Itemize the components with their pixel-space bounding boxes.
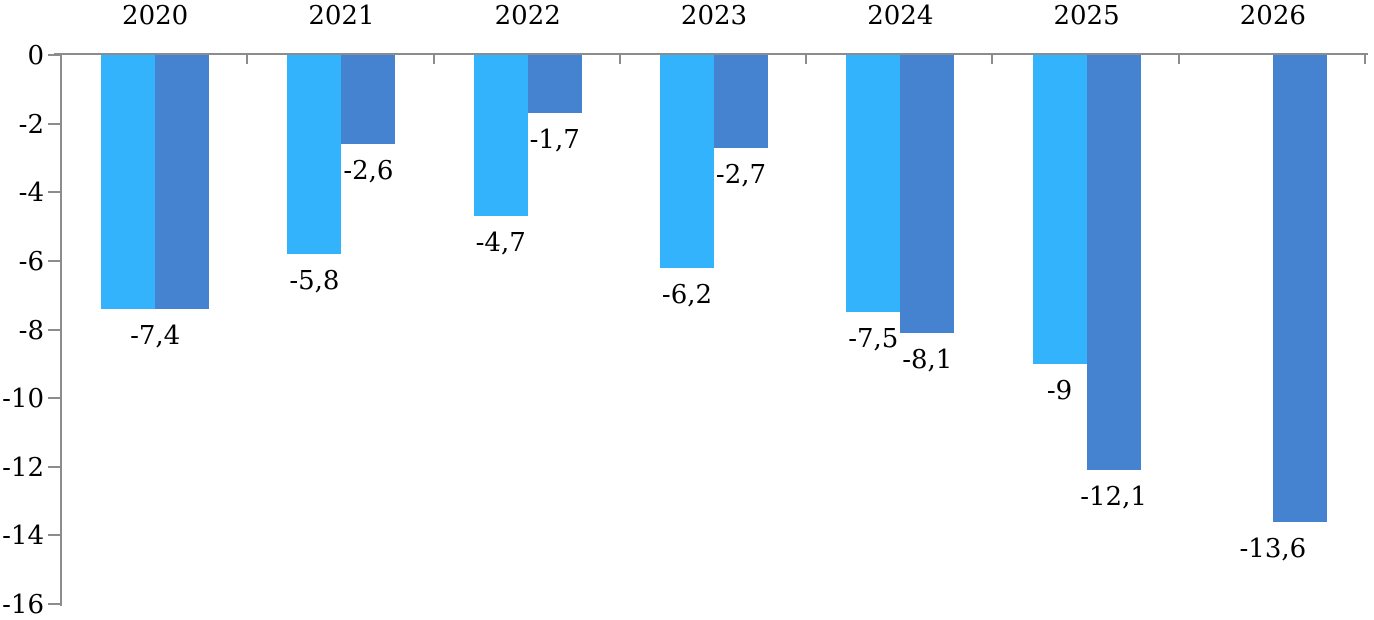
bar-2024-series_1 (846, 55, 901, 313)
x-axis-category-label: 2026 (1239, 1, 1306, 31)
x-axis-tick (618, 55, 621, 64)
y-axis-tick-label: -4 (18, 178, 44, 209)
bar-value-label: -2,7 (715, 159, 767, 190)
bar-value-label: -6,2 (661, 279, 713, 310)
bar-value-label: -4,7 (475, 228, 526, 259)
x-axis-tick (1177, 55, 1180, 64)
bar-value-label: -9 (1046, 375, 1073, 406)
bar-value-label: -7,5 (848, 324, 899, 355)
y-axis-tick-label: -2 (18, 109, 44, 140)
x-axis-tick (1364, 55, 1366, 64)
bar-2023-series_2 (714, 55, 768, 148)
bar-value-label: -7,4 (130, 320, 181, 351)
y-axis-tick (48, 122, 60, 125)
x-axis-tick (805, 55, 808, 64)
y-axis-tick-label: -8 (18, 315, 44, 346)
x-axis-category-label: 2020 (122, 1, 189, 31)
y-axis-tick-label: -16 (2, 590, 44, 620)
bar-2023-series_1 (660, 55, 714, 268)
y-axis-tick (48, 54, 60, 56)
y-axis-tick (48, 534, 60, 537)
y-axis-tick-label: -12 (2, 452, 44, 483)
x-axis-category-label: 2022 (494, 1, 561, 31)
bar-value-label: -12,1 (1080, 482, 1147, 513)
x-axis-tick (991, 55, 994, 64)
y-axis-tick (48, 191, 60, 194)
y-axis-tick-label: -6 (18, 246, 44, 277)
x-axis-tick (432, 55, 435, 64)
y-axis-tick (48, 259, 60, 262)
bar-2022-series_1 (473, 55, 528, 217)
bar-2025-series_2 (1086, 55, 1141, 471)
y-axis-tick-label: -10 (2, 384, 44, 415)
y-axis-tick-label: -14 (2, 521, 44, 552)
x-axis-tick (246, 55, 249, 64)
y-axis-tick (48, 465, 60, 468)
bar-2021-series_1 (287, 55, 342, 254)
x-axis-category-label: 2023 (680, 1, 748, 31)
bar-value-label: -8,1 (902, 344, 953, 375)
y-axis-tick (48, 603, 60, 605)
x-axis-category-label: 2021 (308, 1, 375, 31)
y-axis-tick-label: 0 (27, 41, 44, 71)
bar-2025-series_1 (1032, 55, 1087, 364)
bar-value-label: -5,8 (289, 266, 340, 296)
bar-2024-series_2 (900, 55, 955, 333)
bar-2021-series_2 (341, 55, 396, 145)
y-axis-tick (48, 328, 60, 331)
x-axis-category-label: 2024 (867, 1, 934, 31)
bar-2022-series_2 (527, 55, 582, 114)
y-axis-line (60, 53, 62, 606)
y-axis-tick (48, 397, 60, 400)
bar-value-label: -1,7 (529, 125, 580, 156)
bar-value-label: -2,6 (343, 156, 394, 187)
x-axis-line (54, 53, 1368, 55)
bar-2020-series_1 (101, 55, 156, 309)
x-axis-category-label: 2025 (1053, 1, 1120, 31)
bar-value-label: -13,6 (1239, 533, 1307, 564)
bar-2020-series_2 (155, 55, 210, 309)
bar-2026-series_2 (1272, 55, 1327, 522)
